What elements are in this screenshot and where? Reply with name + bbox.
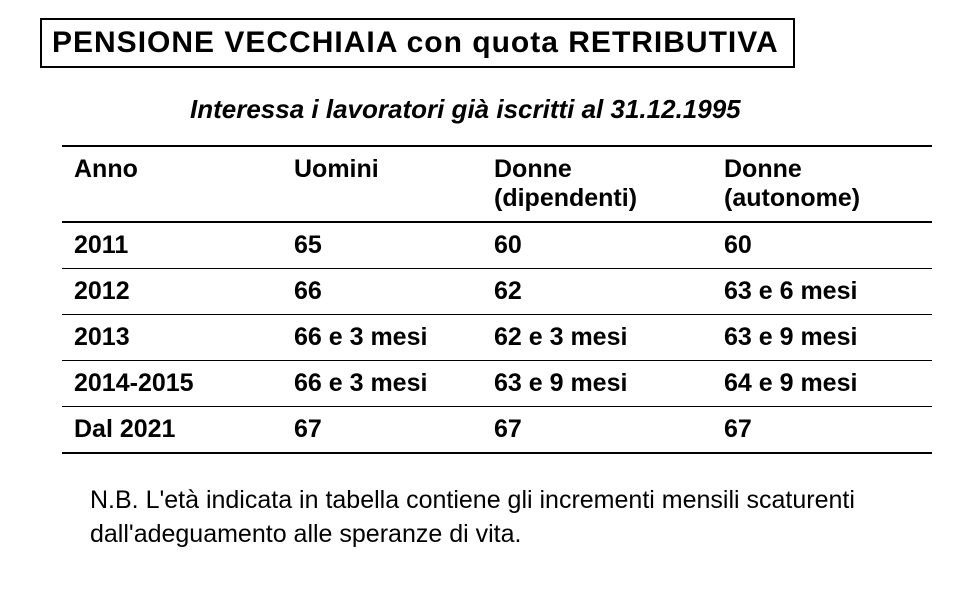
- cell: 63 e 9 mesi: [712, 315, 932, 361]
- cell: 66 e 3 mesi: [282, 315, 482, 361]
- cell: 64 e 9 mesi: [712, 361, 932, 407]
- cell: 60: [712, 222, 932, 269]
- cell: Dal 2021: [62, 407, 282, 454]
- cell: 2014-2015: [62, 361, 282, 407]
- cell: 66: [282, 269, 482, 315]
- col-header-uomini: Uomini: [282, 146, 482, 222]
- table-row: 2013 66 e 3 mesi 62 e 3 mesi 63 e 9 mesi: [62, 315, 932, 361]
- pension-table: Anno Uomini Donne (dipendenti) Donne (au…: [62, 145, 932, 454]
- cell: 2013: [62, 315, 282, 361]
- cell: 63 e 6 mesi: [712, 269, 932, 315]
- title-box: PENSIONE VECCHIAIA con quota RETRIBUTIVA: [40, 18, 795, 68]
- col-header-donne-aut: Donne (autonome): [712, 146, 932, 222]
- col-header-sub: (dipendenti): [494, 184, 700, 213]
- cell: 2011: [62, 222, 282, 269]
- cell: 62 e 3 mesi: [482, 315, 712, 361]
- cell: 62: [482, 269, 712, 315]
- col-header-sub: (autonome): [724, 184, 920, 213]
- table-row: 2012 66 62 63 e 6 mesi: [62, 269, 932, 315]
- table-header-row: Anno Uomini Donne (dipendenti) Donne (au…: [62, 146, 932, 222]
- cell: 63 e 9 mesi: [482, 361, 712, 407]
- cell: 67: [712, 407, 932, 454]
- col-header-text: Donne: [494, 155, 572, 183]
- table-row: Dal 2021 67 67 67: [62, 407, 932, 454]
- col-header-anno: Anno: [62, 146, 282, 222]
- footnote: N.B. L'età indicata in tabella contiene …: [90, 484, 860, 552]
- cell: 2012: [62, 269, 282, 315]
- slide-page: PENSIONE VECCHIAIA con quota RETRIBUTIVA…: [0, 0, 960, 615]
- cell: 66 e 3 mesi: [282, 361, 482, 407]
- page-subtitle: Interessa i lavoratori già iscritti al 3…: [190, 94, 920, 125]
- cell: 60: [482, 222, 712, 269]
- table-row: 2011 65 60 60: [62, 222, 932, 269]
- cell: 65: [282, 222, 482, 269]
- col-header-text: Anno: [74, 155, 138, 183]
- cell: 67: [482, 407, 712, 454]
- page-title: PENSIONE VECCHIAIA con quota RETRIBUTIVA: [52, 26, 779, 59]
- col-header-text: Uomini: [294, 155, 379, 183]
- cell: 67: [282, 407, 482, 454]
- col-header-donne-dip: Donne (dipendenti): [482, 146, 712, 222]
- table-row: 2014-2015 66 e 3 mesi 63 e 9 mesi 64 e 9…: [62, 361, 932, 407]
- table-container: Anno Uomini Donne (dipendenti) Donne (au…: [62, 145, 932, 454]
- col-header-text: Donne: [724, 155, 802, 183]
